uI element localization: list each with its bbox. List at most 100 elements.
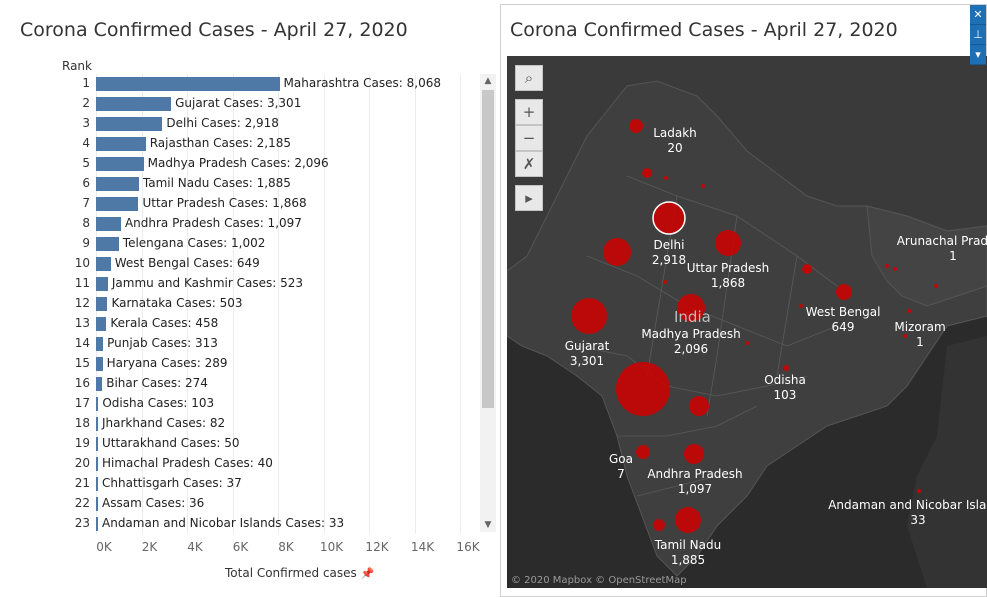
bar[interactable] bbox=[96, 117, 163, 131]
india-map[interactable]: India Ladakh 20 Delhi 2,918 Uttar Pradesh 1,8… bbox=[507, 56, 987, 588]
map-label-ladakh: Ladakh 20 bbox=[653, 126, 697, 156]
bar-row-assam[interactable]: 22 Assam Cases: 36 bbox=[0, 494, 480, 514]
case-bubble[interactable] bbox=[934, 284, 938, 288]
bar[interactable] bbox=[96, 177, 139, 191]
case-bubble[interactable] bbox=[629, 119, 643, 133]
bar[interactable] bbox=[96, 437, 98, 451]
bar[interactable] bbox=[96, 237, 119, 251]
case-bubble[interactable] bbox=[653, 519, 665, 531]
bar-row-odisha[interactable]: 17 Odisha Cases: 103 bbox=[0, 394, 480, 414]
reset-map-icon[interactable]: ✗ bbox=[515, 151, 543, 177]
bar[interactable] bbox=[96, 497, 98, 511]
bar[interactable] bbox=[96, 137, 146, 151]
case-bubble[interactable] bbox=[571, 298, 607, 334]
bar[interactable] bbox=[96, 397, 99, 411]
bar-row-jammu-and-kashmir[interactable]: 11 Jammu and Kashmir Cases: 523 bbox=[0, 274, 480, 294]
case-bubble[interactable] bbox=[802, 264, 812, 274]
case-bubble[interactable] bbox=[745, 341, 749, 345]
bar[interactable] bbox=[96, 317, 107, 331]
bar[interactable] bbox=[96, 197, 139, 211]
rank-number: 13 bbox=[74, 316, 90, 330]
case-bubble[interactable] bbox=[642, 168, 652, 178]
scroll-down-arrow-icon[interactable]: ▼ bbox=[484, 520, 492, 530]
scroll-up-arrow-icon[interactable]: ▲ bbox=[484, 76, 492, 86]
case-bubble[interactable] bbox=[799, 304, 803, 308]
case-bubble[interactable] bbox=[675, 507, 701, 533]
vertical-scrollbar[interactable]: ▲ ▼ bbox=[480, 74, 496, 532]
case-bubble[interactable] bbox=[603, 238, 631, 266]
zoom-in-icon[interactable]: + bbox=[515, 99, 543, 125]
bar[interactable] bbox=[96, 157, 144, 171]
bar-row-west-bengal[interactable]: 10 West Bengal Cases: 649 bbox=[0, 254, 480, 274]
bar[interactable] bbox=[96, 277, 108, 291]
scroll-thumb[interactable] bbox=[482, 90, 494, 408]
bar[interactable] bbox=[96, 217, 121, 231]
bar-row-jharkhand[interactable]: 18 Jharkhand Cases: 82 bbox=[0, 414, 480, 434]
bar[interactable] bbox=[96, 457, 98, 471]
map-label-gujarat: Gujarat 3,301 bbox=[565, 339, 610, 369]
bar-row-kerala[interactable]: 13 Kerala Cases: 458 bbox=[0, 314, 480, 334]
expand-toolbar-icon[interactable]: ▸ bbox=[515, 185, 543, 211]
bar[interactable] bbox=[96, 337, 104, 351]
bar-row-andaman-and-nicobar-islands[interactable]: 23 Andaman and Nicobar Islands Cases: 33 bbox=[0, 514, 480, 534]
bar-label: Punjab Cases: 313 bbox=[107, 336, 218, 350]
bar-row-karnataka[interactable]: 12 Karnataka Cases: 503 bbox=[0, 294, 480, 314]
bar[interactable] bbox=[96, 477, 98, 491]
bar-row-punjab[interactable]: 14 Punjab Cases: 313 bbox=[0, 334, 480, 354]
bar[interactable] bbox=[96, 297, 108, 311]
bar-row-uttar-pradesh[interactable]: 7 Uttar Pradesh Cases: 1,868 bbox=[0, 194, 480, 214]
bar[interactable] bbox=[96, 517, 98, 531]
bar-row-bihar[interactable]: 16 Bihar Cases: 274 bbox=[0, 374, 480, 394]
pin-panel-icon[interactable]: ⊥ bbox=[970, 25, 986, 45]
bar-row-himachal-pradesh[interactable]: 20 Himachal Pradesh Cases: 40 bbox=[0, 454, 480, 474]
bar[interactable] bbox=[96, 357, 103, 371]
grid-line bbox=[414, 74, 416, 534]
map-title: Corona Confirmed Cases - April 27, 2020 bbox=[510, 19, 898, 41]
map-panel: Corona Confirmed Cases - April 27, 2020 … bbox=[500, 4, 987, 597]
zoom-out-icon[interactable]: − bbox=[515, 125, 543, 151]
bar-row-chhattisgarh[interactable]: 21 Chhattisgarh Cases: 37 bbox=[0, 474, 480, 494]
more-options-icon[interactable]: ▾ bbox=[970, 45, 986, 65]
bar-row-gujarat[interactable]: 2 Gujarat Cases: 3,301 bbox=[0, 94, 480, 114]
case-bubble[interactable] bbox=[917, 489, 921, 493]
close-icon[interactable]: ✕ bbox=[970, 5, 986, 25]
case-bubble[interactable] bbox=[616, 362, 670, 416]
case-bubble[interactable] bbox=[907, 309, 911, 313]
case-bubble[interactable] bbox=[783, 365, 789, 371]
map-label-value: 3,301 bbox=[569, 354, 605, 368]
bar-row-tamil-nadu[interactable]: 6 Tamil Nadu Cases: 1,885 bbox=[0, 174, 480, 194]
case-bubble[interactable] bbox=[689, 396, 709, 416]
bar-row-andhra-pradesh[interactable]: 8 Andhra Pradesh Cases: 1,097 bbox=[0, 214, 480, 234]
bar-row-madhya-pradesh[interactable]: 5 Madhya Pradesh Cases: 2,096 bbox=[0, 154, 480, 174]
case-bubble[interactable] bbox=[715, 230, 741, 256]
bar[interactable] bbox=[96, 77, 280, 91]
case-bubble[interactable] bbox=[677, 294, 705, 322]
bar[interactable] bbox=[96, 377, 103, 391]
case-bubble[interactable] bbox=[893, 267, 897, 271]
map-toolbar[interactable]: ⌕ + − ✗ ▸ bbox=[515, 65, 543, 211]
bar-row-delhi[interactable]: 3 Delhi Cases: 2,918 bbox=[0, 114, 480, 134]
search-icon[interactable]: ⌕ bbox=[515, 65, 543, 91]
case-bubble[interactable] bbox=[684, 444, 704, 464]
bar-row-haryana[interactable]: 15 Haryana Cases: 289 bbox=[0, 354, 480, 374]
panel-controls[interactable]: ✕ ⊥ ▾ bbox=[970, 5, 986, 65]
bar[interactable] bbox=[96, 417, 98, 431]
case-bubble[interactable] bbox=[885, 264, 889, 268]
pin-icon[interactable]: 📌 bbox=[360, 567, 375, 580]
bar[interactable] bbox=[96, 97, 172, 111]
bar-row-telengana[interactable]: 9 Telengana Cases: 1,002 bbox=[0, 234, 480, 254]
map-label-name: Mizoram bbox=[894, 320, 946, 334]
land-north bbox=[507, 56, 987, 271]
bar-row-uttarakhand[interactable]: 19 Uttarakhand Cases: 50 bbox=[0, 434, 480, 454]
case-bubble[interactable] bbox=[652, 201, 686, 235]
case-bubble[interactable] bbox=[836, 284, 852, 300]
case-bubble[interactable] bbox=[636, 445, 650, 459]
case-bubble[interactable] bbox=[663, 280, 667, 284]
case-bubble[interactable] bbox=[701, 184, 705, 188]
case-bubbles[interactable] bbox=[571, 119, 938, 533]
case-bubble[interactable] bbox=[903, 334, 907, 338]
bar[interactable] bbox=[96, 257, 111, 271]
bar-row-maharashtra[interactable]: 1 Maharashtra Cases: 8,068 bbox=[0, 74, 480, 94]
bar-row-rajasthan[interactable]: 4 Rajasthan Cases: 2,185 bbox=[0, 134, 480, 154]
case-bubble[interactable] bbox=[664, 176, 668, 180]
